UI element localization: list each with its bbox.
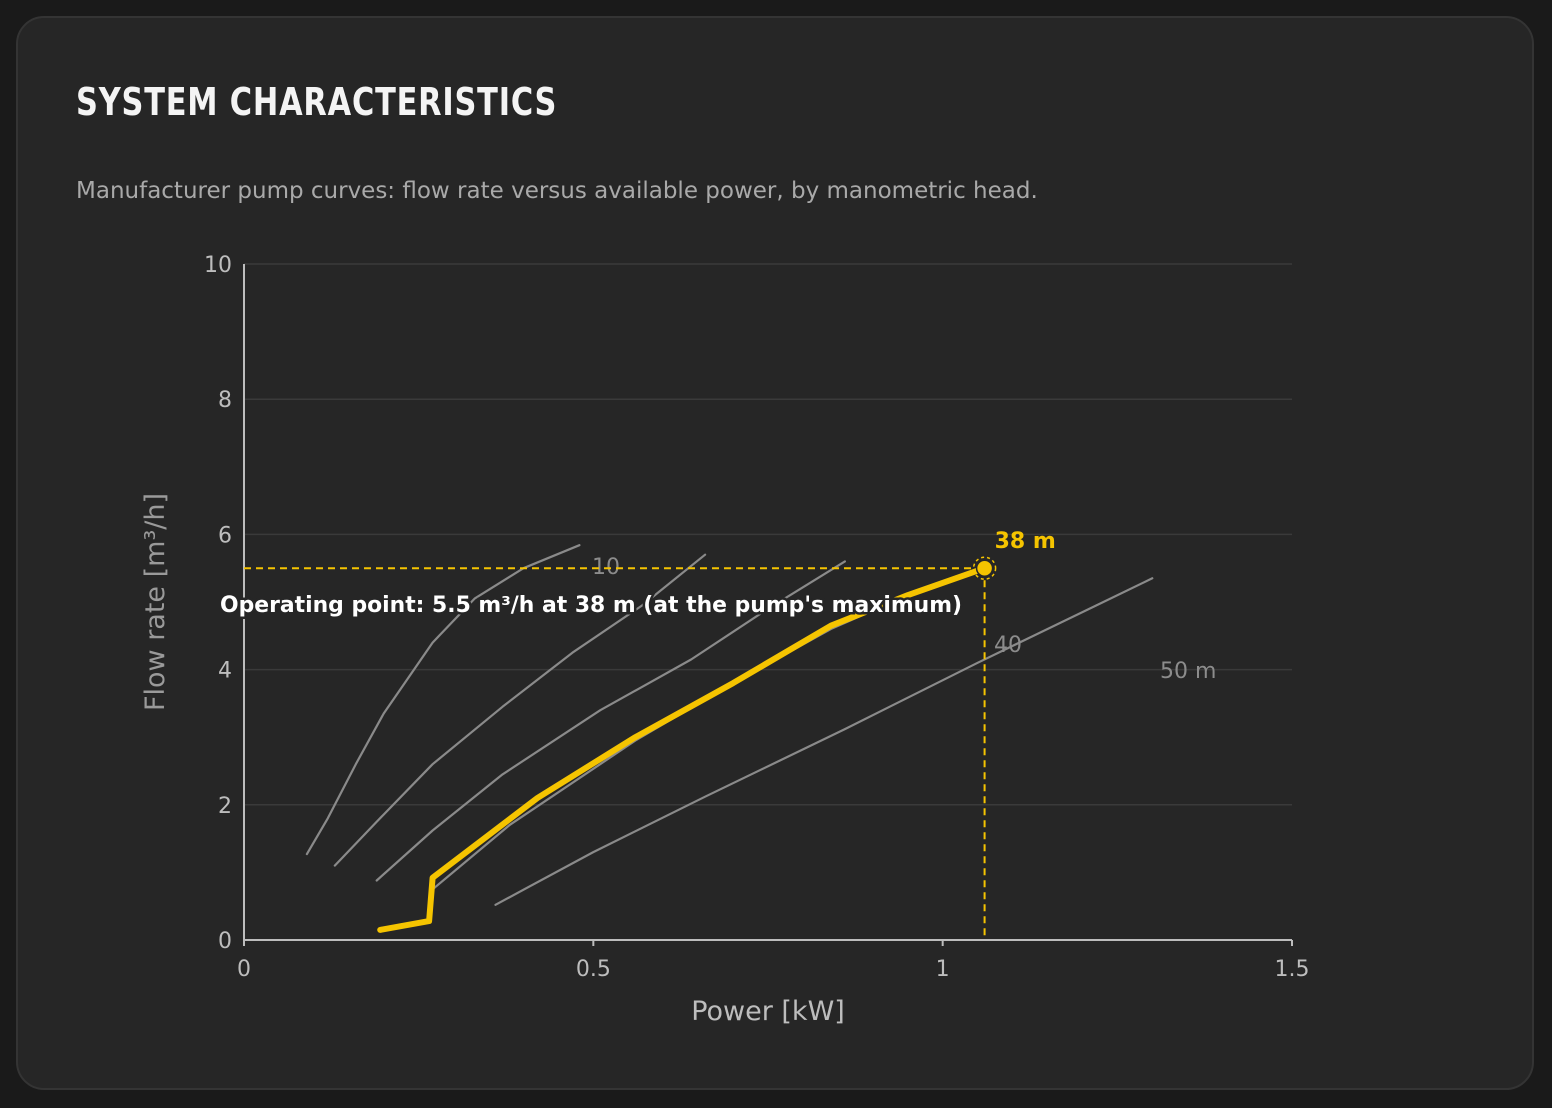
operating-point-halo (972, 556, 997, 580)
x-tick-label: 1 (936, 957, 950, 982)
system-characteristics-card (16, 16, 1534, 1090)
curve-label: 40 (994, 633, 1022, 658)
y-tick-label: 2 (218, 794, 232, 819)
axes: 0 2 4 6 8 10 0 0.5 1 1.5 Power [kW] Flow rate [m³/h… (140, 253, 1310, 1027)
x-tick-label: 0.5 (576, 957, 611, 982)
operating-point-annotation: Operating point: 5.5 m³/h at 38 m (at th… (220, 593, 962, 618)
operating-point-group: 38 m Operating point: 5.5 m³/h at 38 m (a… (218, 529, 1056, 940)
y-tick-label: 6 (218, 523, 232, 548)
x-tick-label: 1.5 (1275, 957, 1310, 982)
operating-curve-line (377, 565, 988, 933)
pump-curve-line-5 (494, 577, 1154, 906)
y-tick-label: 0 (218, 929, 232, 954)
section-subtitle: Manufacturer pump curves: flow rate vers… (76, 178, 1038, 204)
series-lines (305, 544, 1154, 933)
y-tick-label: 8 (218, 388, 232, 413)
pump-curve-line-1 (305, 544, 581, 856)
y-tick-label: 10 (204, 253, 232, 278)
operating-point-label: 38 m (995, 529, 1056, 554)
curve-label: 50 m (1160, 659, 1216, 684)
section-title: SYSTEM CHARACTERISTICS (76, 80, 558, 124)
pump-curve-line-2 (333, 553, 707, 867)
pump-curve-line-3 (375, 560, 846, 882)
y-axis-title: Flow rate [m³/h] (140, 493, 171, 711)
x-tick-label: 0 (237, 957, 251, 982)
y-tick-label: 4 (218, 659, 232, 684)
pump-curve-line-4 (431, 570, 979, 891)
x-axis-title: Power [kW] (691, 996, 845, 1027)
grid-lines (244, 263, 1292, 806)
operating-point-marker[interactable] (975, 559, 994, 577)
